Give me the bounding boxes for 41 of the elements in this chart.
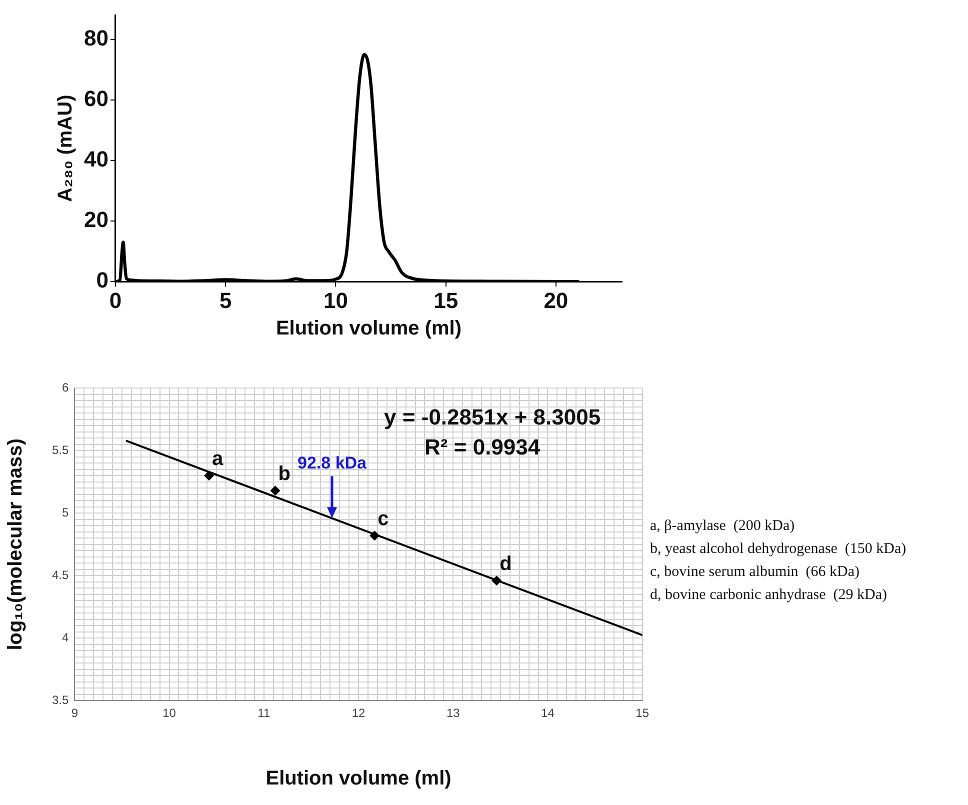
- y-tick-label: 4.5: [52, 568, 69, 582]
- y-axis-title: A₂₈₀ (mAU): [54, 94, 77, 202]
- x-tick-label: 15: [434, 288, 458, 313]
- x-tick-label: 14: [541, 706, 555, 720]
- x-tick-label: 5: [219, 288, 232, 313]
- annotation: c: [378, 508, 389, 530]
- point: [270, 486, 280, 496]
- y-tick-label: 3.5: [52, 692, 69, 707]
- y-axis-title: log₁₀(molecular mass): [4, 438, 27, 650]
- x-tick-label: 12: [352, 706, 366, 720]
- point: [492, 576, 502, 586]
- annotation: b: [278, 463, 290, 486]
- x-tick-label: 10: [162, 706, 176, 720]
- point: [204, 470, 214, 481]
- annotation: 92.8 kDa: [298, 453, 368, 472]
- x-axis-title: Elution volume (ml): [266, 768, 452, 790]
- y-tick-label: 80: [84, 25, 108, 50]
- y-tick-label: 5: [62, 505, 69, 520]
- text: a, β-amylase (200 kDa): [650, 517, 796, 536]
- annotation: d: [500, 553, 512, 576]
- y-tick-label: 60: [84, 86, 108, 112]
- x-tick-label: 20: [544, 288, 568, 313]
- x-tick-label: 9: [71, 706, 78, 720]
- text: c, bovine serum albumin (66 kDa): [650, 563, 861, 582]
- x-axis-title: Elution volume (ml): [276, 318, 462, 340]
- x-tick-label: 11: [258, 706, 270, 720]
- y-tick-label: 0: [96, 268, 108, 293]
- y-tick-label: 4: [62, 630, 69, 644]
- point: [370, 530, 380, 541]
- text: d, bovine carbonic anhydrase (29 kDa): [650, 586, 888, 605]
- x-tick-label: 13: [446, 706, 460, 720]
- x-tick-label: 10: [323, 288, 348, 313]
- annotation: y = -0.2851x + 8.3005: [384, 404, 601, 430]
- y-tick-label: 20: [84, 207, 108, 232]
- x-tick-label: 15: [636, 706, 650, 720]
- y-tick-label: 6: [62, 380, 69, 395]
- y-tick-label: 5.5: [52, 442, 69, 457]
- text: b, yeast alcohol dehydrogenase (150 kDa): [650, 540, 906, 559]
- y-tick-label: 40: [84, 146, 108, 172]
- annotation: R² = 0.9934: [424, 434, 541, 460]
- annotation: a: [212, 448, 224, 470]
